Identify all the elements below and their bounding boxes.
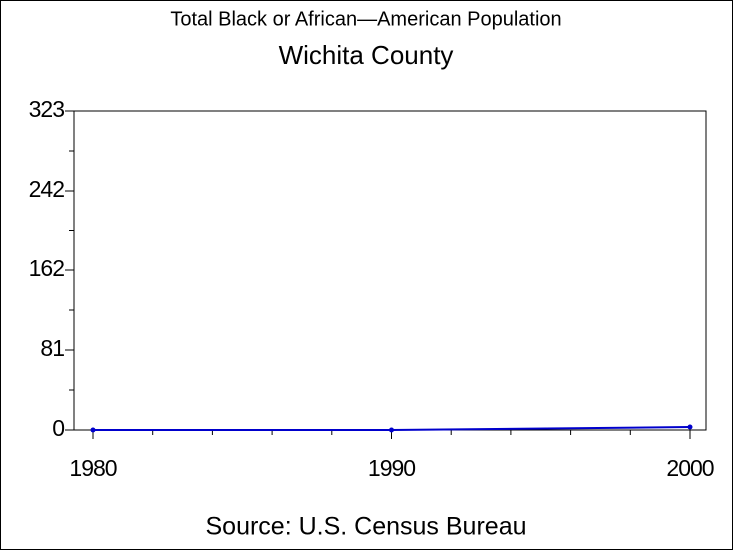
y-tick-label: 162 [29,255,65,281]
point [687,424,693,430]
chart-subtitle: Wichita County [279,40,454,70]
point [90,427,96,433]
point [389,427,394,433]
y-tick-label: 242 [29,176,65,202]
x-tick-label: 1990 [368,455,415,481]
x-tick-label: 1980 [69,455,116,481]
chart-title: Total Black or African—American Populati… [170,8,561,30]
source-note: Source: U.S. Census Bureau [206,513,527,541]
x-tick-label: 2000 [666,455,713,481]
y-tick-label: 323 [29,96,65,122]
y-tick-label: 0 [52,415,64,441]
y-tick-label: 81 [40,335,64,361]
